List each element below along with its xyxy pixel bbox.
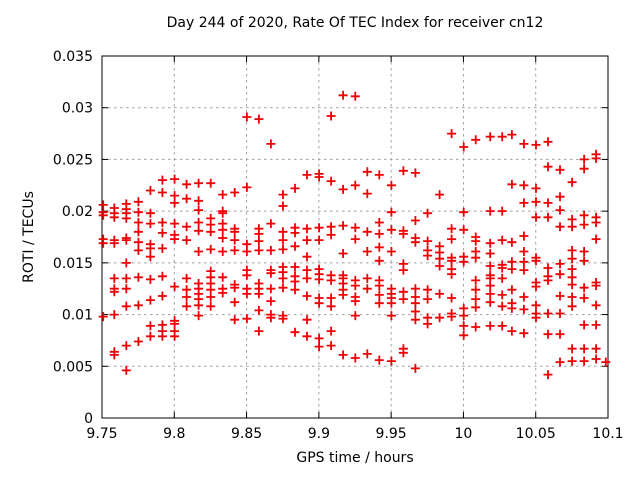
x-tick-label: 10.1	[592, 426, 623, 442]
y-tick-label: 0.01	[62, 308, 93, 324]
y-tick-label: 0.025	[53, 152, 93, 168]
y-tick-label: 0.005	[53, 359, 93, 375]
x-tick-label: 9.8	[163, 426, 185, 442]
y-tick-label: 0	[84, 411, 93, 427]
y-tick-label: 0.03	[62, 101, 93, 117]
x-tick-label: 10	[455, 426, 473, 442]
x-tick-label: 9.9	[308, 426, 330, 442]
x-tick-label: 9.95	[376, 426, 407, 442]
x-tick-label: 9.75	[86, 426, 117, 442]
y-tick-label: 0.035	[53, 49, 93, 65]
y-tick-label: 0.02	[62, 204, 93, 220]
chart-title: Day 244 of 2020, Rate Of TEC Index for r…	[166, 15, 544, 31]
x-axis-label: GPS time / hours	[296, 450, 414, 466]
y-axis-label: ROTI / TECUs	[21, 191, 37, 283]
plot-border	[101, 55, 609, 419]
x-tick-label: 10.05	[516, 426, 556, 442]
y-tick-label: 0.015	[53, 256, 93, 272]
data-points	[98, 90, 611, 380]
x-tick-label: 9.85	[231, 426, 262, 442]
